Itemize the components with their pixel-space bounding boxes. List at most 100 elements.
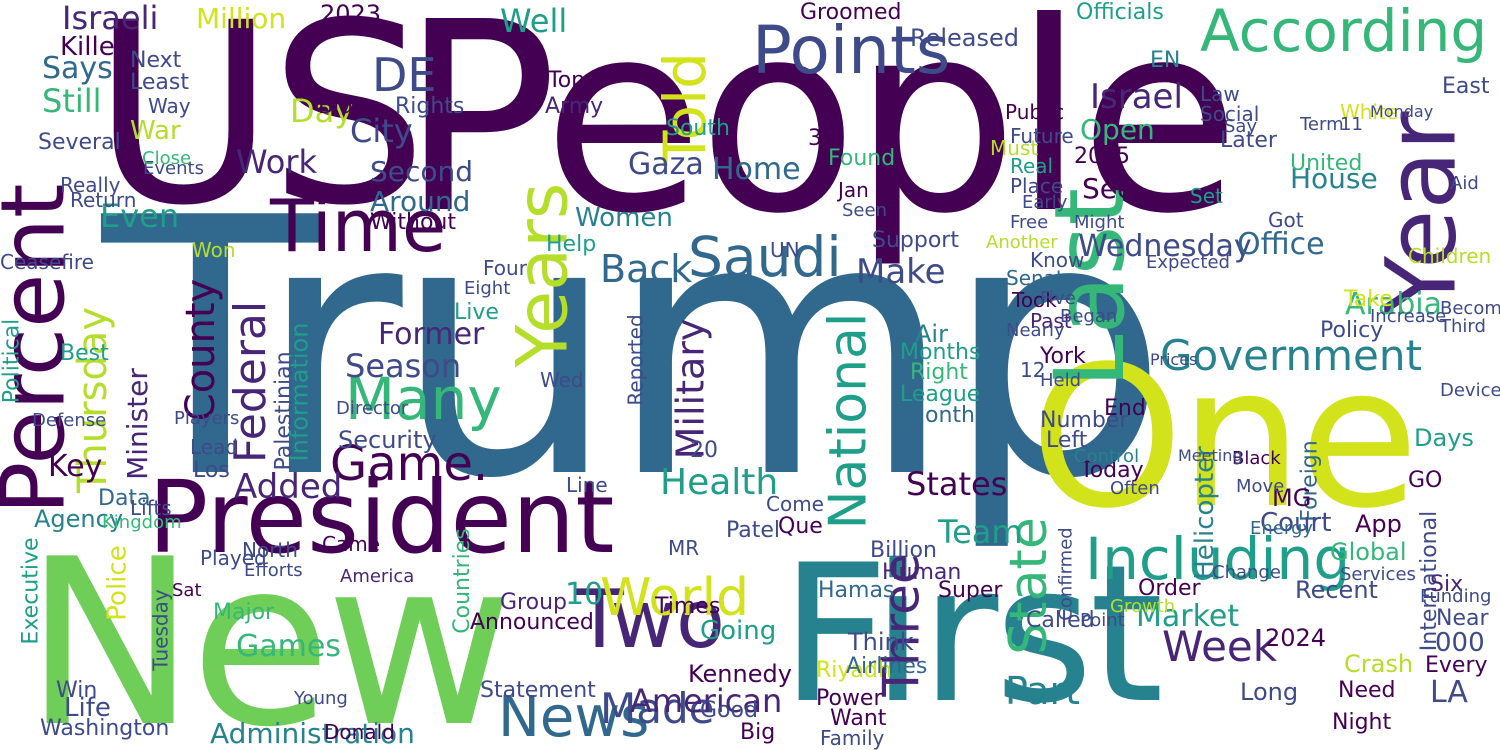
word-nearly: Nearly	[1006, 320, 1065, 341]
word-states: States	[906, 465, 1008, 503]
word-help: Help	[546, 232, 597, 257]
word-made: Made	[600, 684, 715, 733]
word-term: Term	[1300, 114, 1344, 135]
word-including: Including	[1085, 525, 1351, 593]
word-four: Four	[483, 256, 527, 280]
word-well: Well	[500, 2, 568, 40]
word-still: Still	[42, 82, 102, 120]
word-played: Played	[200, 546, 267, 570]
word-confirmed: Confirmed	[1055, 527, 1077, 621]
word-events: Events	[143, 158, 204, 179]
word-former: Former	[378, 317, 485, 352]
word-near: Near	[1436, 606, 1489, 631]
word-recent: Recent	[1295, 576, 1378, 604]
word-come: Come	[766, 492, 824, 516]
word-early: Early	[1022, 192, 1068, 213]
word-mg: MG	[1272, 484, 1312, 512]
word-time: Time	[270, 184, 447, 268]
word-really: Really	[60, 173, 121, 197]
word-american: American	[630, 682, 783, 720]
word-close: Close	[142, 148, 192, 169]
word-past: Past	[1030, 309, 1072, 333]
word-life: Life	[64, 693, 111, 723]
word-mr: MR	[668, 536, 700, 560]
word-came: Came	[322, 532, 381, 556]
word-patel: Patel	[726, 518, 781, 543]
word-city: City	[350, 112, 413, 150]
word-funding: Funding	[1420, 586, 1492, 607]
word-part: Part	[1005, 669, 1081, 713]
word-jan: Jan	[838, 178, 869, 202]
word-hamas: Hamas	[818, 578, 895, 603]
word-often: Often	[1110, 478, 1160, 499]
word-army: Army	[545, 94, 604, 119]
word-killed: Killed	[60, 32, 132, 62]
word-got: Got	[1268, 208, 1304, 232]
word-every: Every	[1425, 653, 1488, 678]
word-lifts: Lifts	[130, 496, 172, 520]
word-gaza: Gaza	[628, 147, 704, 182]
word-work: Work	[236, 143, 318, 181]
word-night: Night	[1332, 710, 1392, 735]
word-helicopter: Helicopter	[1189, 446, 1220, 580]
word-year: Year	[1365, 111, 1478, 315]
word-live: Live	[454, 300, 499, 325]
word-group: Group	[500, 590, 567, 615]
word-took: Took	[1012, 288, 1057, 312]
word-announced: Announced	[470, 610, 594, 635]
word-saudi: Saudi	[688, 225, 842, 289]
word-free: Free	[1010, 212, 1049, 233]
word-good: Good	[700, 698, 758, 723]
word-un: UN	[770, 238, 800, 262]
word-office: Office	[1237, 227, 1325, 262]
word-us: US	[92, 0, 428, 260]
word-several: Several	[38, 130, 121, 155]
word-order: Order	[1138, 576, 1201, 601]
word-right: Right	[910, 360, 968, 385]
word-de: DE	[372, 48, 437, 102]
word-change: Change	[1212, 562, 1281, 583]
word-season: Season	[345, 347, 462, 385]
word-2025: 2025	[1074, 144, 1130, 169]
word-2023: 2023	[320, 0, 382, 28]
word-according: According	[1200, 0, 1488, 65]
word-need: Need	[1338, 678, 1396, 703]
word-data: Data	[98, 486, 151, 511]
word-court: Court	[1260, 508, 1332, 538]
word-la: LA	[1430, 675, 1468, 710]
word-senate: Senate	[1006, 266, 1077, 290]
word-see: See	[1082, 172, 1135, 205]
word-12: 12	[1020, 358, 1046, 382]
word-eight: Eight	[464, 278, 511, 299]
word-super: Super	[938, 578, 1003, 603]
word-back: Back	[600, 247, 693, 291]
word-children: Children	[1408, 244, 1492, 268]
word-aid: Aid	[1450, 173, 1479, 194]
word-police: Police	[102, 545, 133, 621]
word-kennedy: Kennedy	[688, 660, 792, 688]
word-future: Future	[1010, 124, 1074, 148]
word-arabia: Arabia	[1345, 287, 1443, 322]
word-meeting: Meeting	[1178, 446, 1243, 465]
word-left: Left	[1046, 428, 1088, 453]
word-united: United	[1290, 151, 1363, 176]
word-york: York	[1040, 344, 1086, 369]
word-information: Information	[285, 322, 314, 462]
word-days: Days	[1414, 424, 1474, 452]
word-month: Month	[906, 403, 975, 428]
word-six: Six	[1430, 572, 1464, 597]
word-que: Que	[778, 514, 823, 539]
word-wed: Wed	[540, 368, 584, 392]
word-billion: Billion	[870, 538, 937, 563]
word-north: North	[242, 538, 298, 562]
word-south: South	[666, 116, 730, 141]
word-young: Young	[294, 688, 348, 709]
word-law: Law	[1200, 82, 1240, 106]
word-director: Director	[336, 398, 409, 419]
word-crash: Crash	[1344, 650, 1414, 678]
word-countries: Countries	[449, 528, 475, 634]
word-family: Family	[820, 726, 885, 750]
word-go: GO	[1408, 468, 1443, 493]
word-line: Line	[566, 473, 608, 497]
word-executive: Executive	[18, 537, 44, 645]
